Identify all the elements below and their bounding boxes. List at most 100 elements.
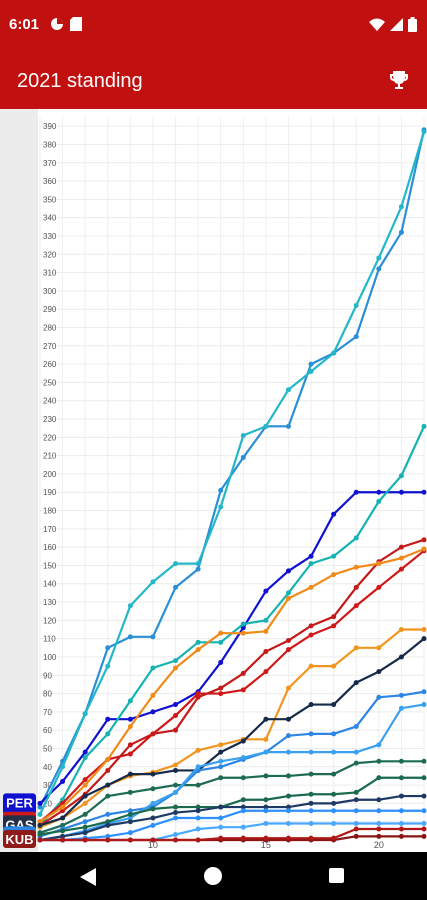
data-point <box>105 645 111 651</box>
data-point <box>308 731 314 737</box>
data-point <box>376 584 382 590</box>
standings-chart: 10 20 30 40 50 60 70 80 90 100 110 120 130 140 150 160 1… <box>3 117 427 850</box>
data-point <box>263 423 269 429</box>
data-point <box>308 623 314 629</box>
pie-notification-icon <box>51 18 63 30</box>
recent-apps-button[interactable] <box>329 868 344 883</box>
y-tick-label: 20 <box>43 799 52 808</box>
data-point <box>421 636 427 642</box>
data-point <box>263 804 269 810</box>
data-point <box>173 665 179 671</box>
data-point <box>285 647 291 653</box>
data-point <box>308 800 314 806</box>
data-point <box>195 804 201 810</box>
y-tick-label: 390 <box>43 122 57 131</box>
trophy-icon[interactable] <box>387 68 411 92</box>
data-point <box>240 804 246 810</box>
data-point <box>195 747 201 753</box>
data-point <box>173 837 179 843</box>
data-point <box>82 711 88 717</box>
data-point <box>195 815 201 821</box>
data-point <box>376 645 382 651</box>
data-point <box>60 808 66 814</box>
data-point <box>263 808 269 814</box>
data-point <box>195 694 201 700</box>
data-point <box>331 821 337 827</box>
data-point <box>285 773 291 779</box>
data-point <box>285 733 291 739</box>
y-tick-label: 180 <box>43 507 57 516</box>
data-point <box>353 489 359 495</box>
data-point <box>60 822 66 828</box>
data-point <box>82 755 88 761</box>
data-point <box>376 669 382 675</box>
data-point <box>127 789 133 795</box>
data-point <box>398 775 404 781</box>
data-point <box>398 544 404 550</box>
data-point <box>82 824 88 830</box>
data-point <box>398 566 404 572</box>
data-point <box>353 826 359 832</box>
data-point <box>60 764 66 770</box>
data-point <box>331 749 337 755</box>
y-tick-label: 290 <box>43 305 57 314</box>
data-point <box>263 773 269 779</box>
y-tick-label: 110 <box>43 635 56 644</box>
data-point <box>285 804 291 810</box>
data-point <box>353 760 359 766</box>
data-point <box>218 487 224 493</box>
series-line-13 <box>39 794 424 842</box>
wifi-icon <box>369 18 385 31</box>
data-point <box>263 669 269 675</box>
data-point <box>308 561 314 567</box>
data-point <box>398 489 404 495</box>
data-point <box>353 724 359 730</box>
back-icon[interactable] <box>80 868 96 886</box>
data-point <box>331 623 337 629</box>
home-button[interactable] <box>204 867 222 885</box>
data-point <box>421 758 427 764</box>
data-point <box>421 489 427 495</box>
data-point <box>353 833 359 839</box>
data-point <box>127 819 133 825</box>
data-point <box>308 553 314 559</box>
data-point <box>331 771 337 777</box>
data-point <box>127 808 133 814</box>
data-point <box>173 810 179 816</box>
data-point <box>376 808 382 814</box>
data-point <box>240 630 246 636</box>
y-tick-label: 130 <box>43 598 57 607</box>
data-point <box>105 767 111 773</box>
data-point <box>308 808 314 814</box>
y-tick-label: 100 <box>43 653 57 662</box>
data-point <box>240 835 246 841</box>
data-point <box>218 742 224 748</box>
data-point <box>263 588 269 594</box>
data-point <box>353 645 359 651</box>
data-point <box>331 702 337 708</box>
data-point <box>218 775 224 781</box>
data-point <box>37 811 43 817</box>
data-point <box>308 702 314 708</box>
battery-icon <box>408 17 417 32</box>
data-point <box>285 595 291 601</box>
data-point <box>150 665 156 671</box>
x-tick-label: 15 <box>261 840 271 850</box>
data-point <box>150 692 156 698</box>
data-point <box>150 800 156 806</box>
series-line-6 <box>39 547 425 823</box>
data-point <box>331 800 337 806</box>
data-point <box>82 749 88 755</box>
data-point <box>173 789 179 795</box>
data-point <box>195 826 201 832</box>
data-point <box>398 204 404 210</box>
data-point <box>421 793 427 799</box>
data-point <box>240 775 246 781</box>
data-point <box>173 584 179 590</box>
y-tick-label: 250 <box>43 378 57 387</box>
data-point <box>218 630 224 636</box>
data-point <box>173 782 179 788</box>
data-point <box>398 705 404 711</box>
y-tick-label: 270 <box>43 342 57 351</box>
data-point <box>421 826 427 832</box>
